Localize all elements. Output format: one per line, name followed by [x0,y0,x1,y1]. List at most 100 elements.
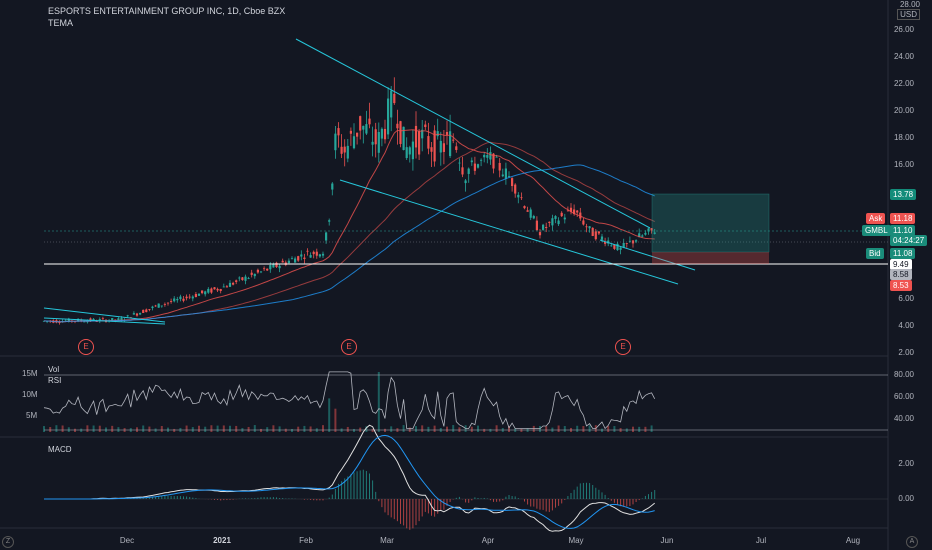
candle-body [114,319,117,321]
volume-bar [210,425,213,432]
candle-body [306,250,309,252]
volume-bar [588,425,591,432]
price-tick: 4.00 [898,321,914,330]
candle-body [411,141,414,160]
candle-body [160,305,163,307]
candle-body [619,247,622,250]
candle-body [480,159,483,161]
volume-bar [563,426,566,432]
volume-bar [117,427,120,432]
candle-body [625,243,628,244]
volume-bar [198,425,200,432]
earnings-marker[interactable]: E [78,339,94,355]
macd-tick: 0.00 [898,494,914,503]
candle-body [281,260,284,263]
x-tick: Apr [481,536,495,545]
candle-body [170,301,173,302]
candle-body [569,207,573,212]
volume-bar [632,426,634,432]
candle-body [157,303,160,308]
macd-tick: 2.00 [898,459,914,468]
volume-bar [452,425,455,432]
candle-body [604,241,607,244]
volume-bar [43,426,45,432]
candle-body [638,233,641,238]
candle-body [486,155,489,158]
volume-bar [92,425,95,432]
volume-bar [204,426,207,432]
volume-tick: 10M [22,390,38,399]
earnings-marker[interactable]: E [615,339,631,355]
candle-body [259,271,263,273]
candle-body [557,220,560,225]
candle-body [325,232,328,241]
volume-bar [173,428,176,432]
volume-bar [644,426,647,432]
candle-body [343,146,346,153]
volume-bar [353,428,355,432]
volume-tick: 5M [26,411,38,420]
candle-body [64,320,67,322]
candle-body [222,286,225,288]
volume-bar [371,428,374,432]
volume-bar [346,426,349,432]
volume-bar [185,425,188,432]
candle-body [95,321,98,322]
timezone-icon[interactable]: Z [2,536,14,548]
volume-bar [532,425,535,432]
bid-label: Bid [866,248,884,259]
volume-bar [272,425,275,432]
candle-body [455,146,458,150]
volume-bar [613,426,616,432]
candle-body [514,184,517,194]
candle-body [545,226,548,229]
candle-body [263,268,266,270]
candle-body [616,243,619,251]
candle-body [111,318,114,321]
candle-body [92,318,95,321]
price-tick: 20.00 [893,106,914,115]
auto-scale-icon[interactable]: A [906,536,918,548]
candle-body [495,156,498,158]
candle-body [194,294,197,297]
trendline-break [599,239,696,271]
indicator-label: TEMA [48,18,74,28]
candle-body [359,116,362,131]
volume-bar [421,425,424,432]
ask-price-tag: 11.18 [890,213,916,224]
candle-body [275,262,278,268]
volume-bar [67,427,70,432]
candle-body [492,153,495,169]
earnings-marker[interactable]: E [341,339,357,355]
volume-bar [508,425,510,432]
candle-body [442,143,445,152]
x-tick: May [568,536,584,545]
candle-body [241,277,244,281]
volume-bar [229,425,231,432]
candle-body [287,260,290,264]
candle-body [256,269,259,273]
candle-body [507,176,511,177]
candle-body [278,265,281,269]
candle-body [529,209,532,218]
candle-body [340,146,343,154]
last-price-tag: 11.10 [890,225,916,236]
candle-body [352,136,356,149]
candle-body [151,306,154,309]
candle-body [142,309,145,313]
candle-body [154,305,157,307]
volume-bar [111,425,114,432]
volume-bar [384,428,386,432]
price-tick: 16.00 [893,160,914,169]
candle-body [173,298,176,302]
candle-body [427,136,430,149]
profit-zone [651,193,770,253]
candle-body [166,302,170,304]
macd-line [44,424,656,532]
x-tick: Jul [755,536,767,545]
volume-bar [142,425,145,432]
ema-line-slow [43,141,655,323]
volume-label: Vol [48,365,60,374]
candle-body [272,264,275,268]
